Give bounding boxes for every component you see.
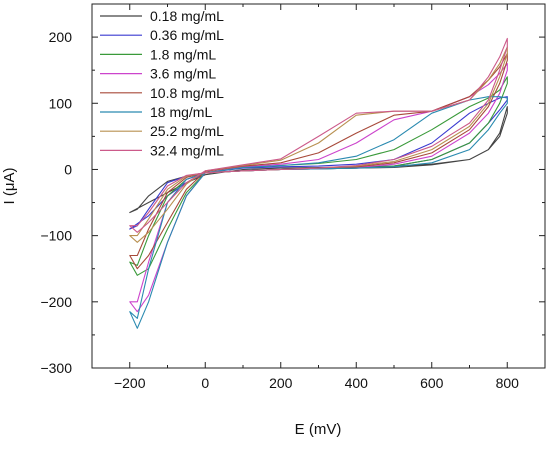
x-axis-title: E (mV) — [295, 421, 342, 438]
y-tick-label: −200 — [40, 294, 72, 310]
y-tick-label: 100 — [49, 95, 73, 111]
legend-label-3: 1.8 mg/mL — [150, 46, 216, 62]
y-tick-label: −100 — [40, 228, 72, 244]
legend-label-2: 0.36 mg/mL — [150, 27, 224, 43]
legend-label-7: 25.2 mg/mL — [150, 123, 224, 139]
y-tick-label: 0 — [64, 161, 72, 177]
x-tick-label: 600 — [420, 375, 444, 391]
x-tick-label: −200 — [114, 375, 146, 391]
y-axis-title: I (μA) — [1, 168, 18, 205]
x-tick-label: 400 — [345, 375, 369, 391]
series-line-8 — [129, 37, 508, 233]
x-tick-label: 0 — [201, 375, 209, 391]
legend-label-6: 18 mg/mL — [150, 104, 212, 120]
legend-label-5: 10.8 mg/mL — [150, 85, 224, 101]
x-tick-label: 800 — [496, 375, 520, 391]
legend-label-1: 0.18 mg/mL — [150, 8, 224, 24]
ticks-layer: −200 0 200 400 600 800 −300 −200 −100 0 100 200 — [40, 3, 546, 391]
y-tick-label: −300 — [40, 360, 72, 376]
x-tick-label: 200 — [269, 375, 293, 391]
series-line-4 — [129, 63, 508, 313]
y-tick-label: 200 — [49, 29, 73, 45]
legend-label-8: 32.4 mg/mL — [150, 142, 224, 158]
legend: 0.18 mg/mL 0.36 mg/mL 1.8 mg/mL 3.6 mg/mL 10… — [100, 8, 224, 158]
legend-label-4: 3.6 mg/mL — [150, 66, 216, 82]
series-layer — [129, 37, 508, 329]
